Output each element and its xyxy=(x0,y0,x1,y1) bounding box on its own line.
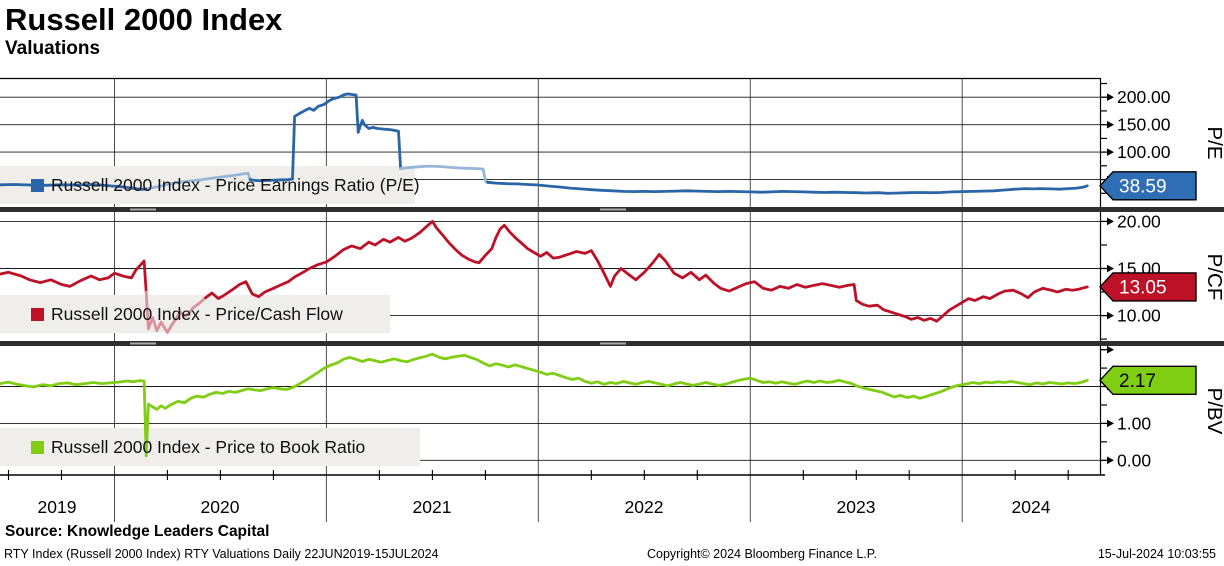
chart-frame xyxy=(0,77,1105,476)
x-axis: 2019 2020 2021 2022 2023 2024 xyxy=(7,470,1069,517)
divider-handle xyxy=(600,342,626,345)
x-tick-label: 2021 xyxy=(413,497,452,517)
source-line: Source: Knowledge Leaders Capital xyxy=(5,523,270,540)
panel-pbv: 0.001.002.002.17P/BV xyxy=(0,345,1224,470)
y-tick-label: 10.00 xyxy=(1117,306,1161,326)
y-tick-label: 1.00 xyxy=(1117,413,1151,433)
series-pe xyxy=(248,92,403,183)
divider-handle xyxy=(130,208,156,211)
panel-divider[interactable] xyxy=(0,207,1224,212)
series-pbv xyxy=(0,352,1089,458)
divider-handle xyxy=(130,342,156,345)
x-tick-label: 2019 xyxy=(38,497,77,517)
y-tick-label: 0.00 xyxy=(1117,450,1151,470)
svg-text:38.59: 38.59 xyxy=(1119,176,1167,197)
value-tag-pcf: 13.05 xyxy=(1099,272,1197,302)
footer-timestamp: 15-Jul-2024 10:03:55 xyxy=(1097,547,1216,561)
x-tick-label: 2024 xyxy=(1012,497,1051,517)
series-pe xyxy=(486,180,1089,195)
svg-text:13.05: 13.05 xyxy=(1119,277,1167,298)
y-tick-label: 100.00 xyxy=(1117,142,1171,162)
divider-handle xyxy=(600,208,626,211)
page-title: Russell 2000 Index xyxy=(5,2,283,37)
footer-ticker-line: RTY Index (Russell 2000 Index) RTY Valua… xyxy=(4,547,439,561)
series-pcf xyxy=(0,259,148,294)
series-pe xyxy=(146,171,252,191)
page-subtitle: Valuations xyxy=(5,37,101,59)
y-tick-label: 200.00 xyxy=(1117,87,1171,107)
footer-copyright: Copyright© 2024 Bloomberg Finance L.P. xyxy=(647,547,877,561)
axis-name-pcf: P/CF xyxy=(1203,254,1224,301)
axis-name-pbv: P/BV xyxy=(1203,388,1224,435)
series-pe xyxy=(399,164,489,184)
value-tag-pbv: 2.17 xyxy=(1099,365,1197,395)
panel-divider[interactable] xyxy=(0,341,1224,346)
chart-header: Russell 2000 Index Valuations xyxy=(5,2,282,60)
value-tag-pe: 38.59 xyxy=(1099,171,1197,201)
x-tick-label: 2020 xyxy=(201,497,240,517)
series-pcf xyxy=(144,290,208,334)
legend-bg xyxy=(0,295,390,333)
svg-text:2.17: 2.17 xyxy=(1119,371,1156,392)
y-tick-label: 150.00 xyxy=(1117,115,1171,135)
x-tick-label: 2023 xyxy=(837,497,876,517)
x-tick-label: 2022 xyxy=(625,497,664,517)
footer-bar: RTY Index (Russell 2000 Index) RTY Valua… xyxy=(0,546,1224,564)
y-tick-label: 20.00 xyxy=(1117,211,1161,231)
legend-bg xyxy=(0,428,420,466)
series-pcf xyxy=(204,219,1089,323)
axis-name-pe: P/E xyxy=(1203,126,1224,159)
